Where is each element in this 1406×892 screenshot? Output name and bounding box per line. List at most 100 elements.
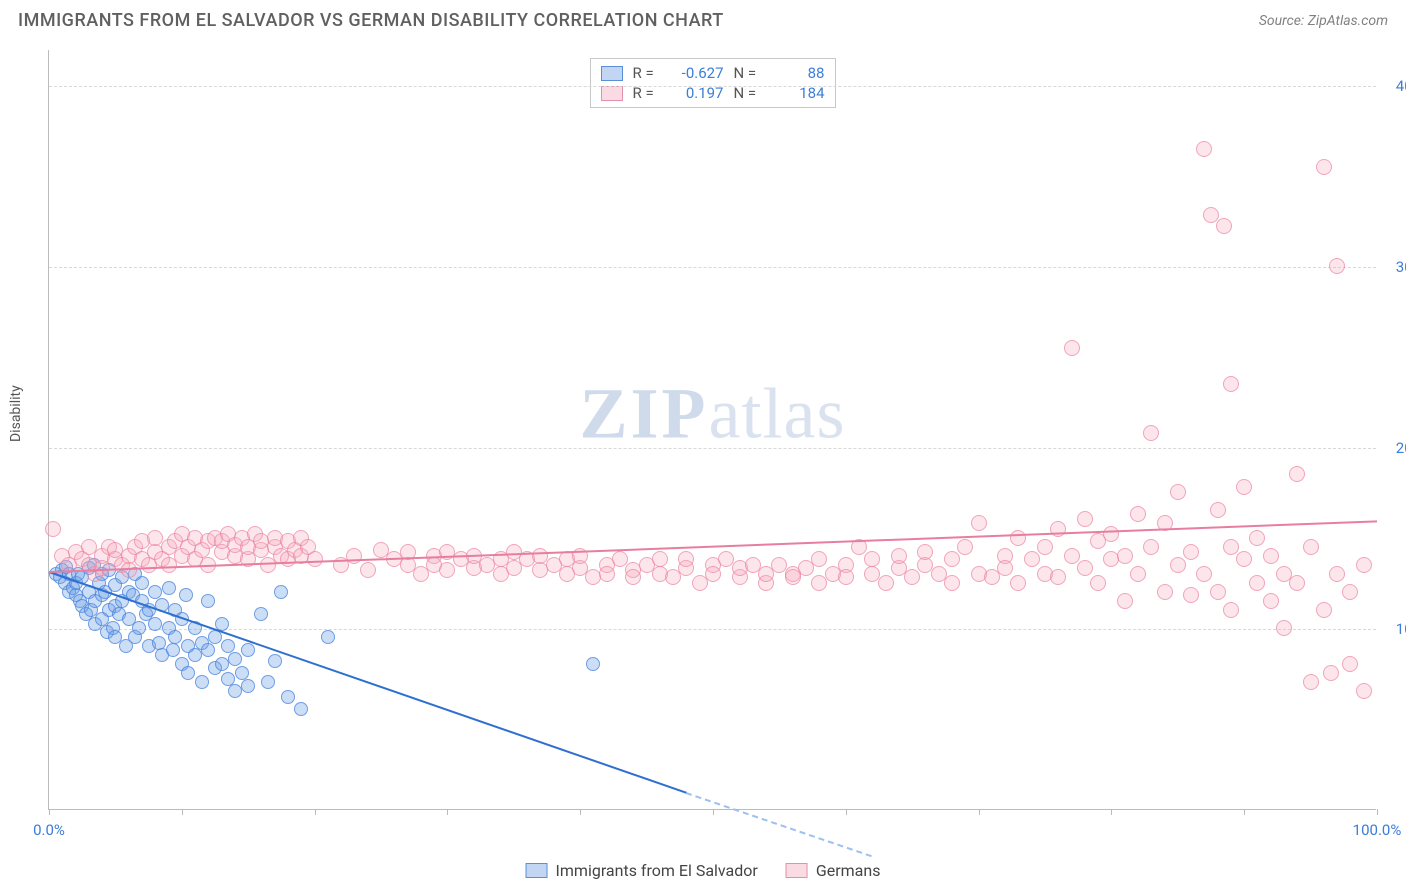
ytick-label: 40.0%	[1381, 77, 1406, 95]
swatch-pink	[601, 86, 623, 101]
xtick	[182, 809, 183, 815]
data-point	[261, 675, 275, 689]
data-point	[241, 679, 255, 693]
data-point	[1263, 548, 1279, 564]
data-point	[1117, 593, 1133, 609]
xtick	[846, 809, 847, 815]
xtick-label: 100.0%	[1353, 821, 1402, 839]
data-point	[1210, 502, 1226, 518]
gridline	[49, 448, 1376, 449]
xtick-label: 0.0%	[33, 821, 65, 839]
swatch-pink	[786, 863, 808, 878]
data-point	[1216, 218, 1232, 234]
data-point	[1010, 530, 1026, 546]
data-point	[1117, 548, 1133, 564]
data-point	[1303, 539, 1319, 555]
ytick-label: 30.0%	[1381, 258, 1406, 276]
data-point	[1050, 569, 1066, 585]
trend-line	[49, 571, 687, 794]
data-point	[1157, 584, 1173, 600]
data-point	[586, 657, 600, 671]
data-point	[944, 575, 960, 591]
data-point	[1196, 141, 1212, 157]
data-point	[1064, 340, 1080, 356]
data-point	[838, 569, 854, 585]
gridline	[49, 86, 1376, 87]
watermark: ZIPatlas	[580, 373, 846, 456]
data-point	[1183, 544, 1199, 560]
data-point	[1342, 656, 1358, 672]
data-point	[1223, 376, 1239, 392]
stats-row: R = -0.627 N = 88	[601, 63, 825, 83]
data-point	[1329, 258, 1345, 274]
chart-title: IMMIGRANTS FROM EL SALVADOR VS GERMAN DI…	[18, 10, 724, 31]
data-point	[148, 617, 162, 631]
data-point	[274, 585, 288, 599]
data-point	[281, 690, 295, 704]
data-point	[1316, 602, 1332, 618]
chart-container: Disability ZIPatlas R = -0.627 N = 88 R …	[0, 42, 1406, 892]
data-point	[904, 569, 920, 585]
ytick-label: 20.0%	[1381, 439, 1406, 457]
data-point	[1236, 551, 1252, 567]
data-point	[1130, 506, 1146, 522]
legend-item: Germans	[786, 861, 881, 880]
data-point	[652, 551, 668, 567]
source-credit: Source: ZipAtlas.com	[1259, 13, 1388, 29]
stats-box: R = -0.627 N = 88 R = 0.197 N = 184	[590, 58, 836, 108]
swatch-blue	[526, 863, 548, 878]
data-point	[1223, 539, 1239, 555]
data-point	[1077, 511, 1093, 527]
stat-r-value: -0.627	[669, 64, 724, 82]
plot-area: ZIPatlas R = -0.627 N = 88 R = 0.197 N =…	[48, 50, 1376, 810]
legend-label: Germans	[816, 861, 881, 880]
data-point	[162, 581, 176, 595]
data-point	[811, 551, 827, 567]
data-point	[1316, 159, 1332, 175]
ytick-label: 10.0%	[1381, 620, 1406, 638]
legend-label: Immigrants from El Salvador	[556, 861, 758, 880]
data-point	[1249, 530, 1265, 546]
legend-item: Immigrants from El Salvador	[526, 861, 758, 880]
data-point	[195, 675, 209, 689]
xtick	[1111, 809, 1112, 815]
data-point	[1303, 674, 1319, 690]
data-point	[971, 515, 987, 531]
data-point	[1183, 587, 1199, 603]
y-axis-label: Disability	[8, 385, 24, 442]
xtick	[580, 809, 581, 815]
data-point	[1236, 479, 1252, 495]
data-point	[135, 576, 149, 590]
data-point	[294, 702, 308, 716]
data-point	[360, 562, 376, 578]
stat-r-label: R =	[633, 64, 661, 82]
data-point	[254, 607, 268, 621]
data-point	[1356, 683, 1372, 699]
xtick	[49, 809, 50, 815]
data-point	[1249, 575, 1265, 591]
data-point	[228, 652, 242, 666]
data-point	[891, 548, 907, 564]
data-point	[228, 684, 242, 698]
data-point	[241, 643, 255, 657]
data-point	[1196, 566, 1212, 582]
data-point	[1143, 425, 1159, 441]
data-point	[201, 594, 215, 608]
gridline	[49, 629, 1376, 630]
data-point	[1289, 575, 1305, 591]
stat-n-value: 88	[770, 64, 825, 82]
data-point	[1170, 484, 1186, 500]
xtick	[979, 809, 980, 815]
data-point	[188, 648, 202, 662]
watermark-zip: ZIP	[580, 374, 709, 454]
data-point	[1276, 620, 1292, 636]
data-point	[864, 551, 880, 567]
data-point	[166, 643, 180, 657]
data-point	[45, 521, 61, 537]
data-point	[957, 539, 973, 555]
data-point	[997, 560, 1013, 576]
gridline	[49, 267, 1376, 268]
data-point	[1223, 602, 1239, 618]
data-point	[268, 654, 282, 668]
xtick	[447, 809, 448, 815]
